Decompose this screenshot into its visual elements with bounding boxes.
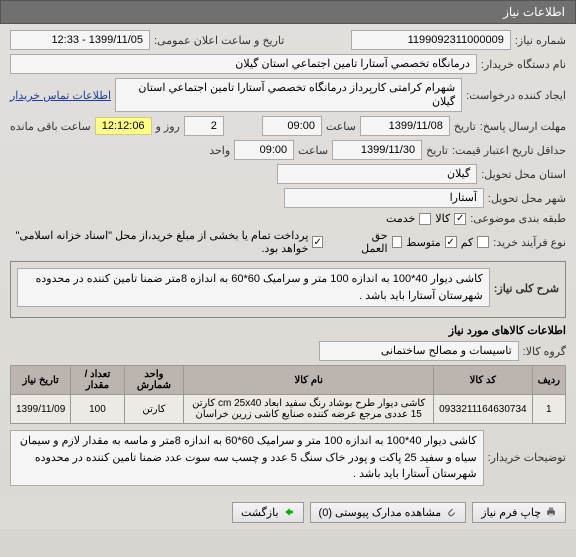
col-name: نام کالا (184, 366, 434, 395)
print-label: چاپ فرم نیاز (481, 506, 541, 519)
uncheck-icon (392, 236, 403, 248)
col-qty: تعداد / مقدار (71, 366, 124, 395)
cell-date: 1399/11/09 (11, 395, 71, 424)
print-button[interactable]: چاپ فرم نیاز (472, 502, 566, 523)
hour-lbl-2: ساعت (298, 144, 328, 157)
cell-qty: 100 (71, 395, 124, 424)
min-valid-label: حداقل تاریخ اعتبار قیمت: (452, 144, 566, 157)
hours-remain-label: ساعت باقی مانده (10, 120, 91, 133)
chk-mid[interactable]: ✓ متوسط (406, 236, 457, 249)
col-unit: واحد شمارش (124, 366, 184, 395)
creator-label: ایجاد کننده درخواست: (466, 89, 566, 102)
check-icon: ✓ (445, 236, 457, 248)
province-field: گيلان (277, 164, 477, 184)
chk-hagh-label: حق العمل (349, 229, 388, 255)
chk-low-label: کم (461, 236, 474, 249)
valid-date-field: 1399/11/30 (332, 140, 422, 160)
cell-n: 1 (532, 395, 565, 424)
cell-unit: کارتن (124, 395, 184, 424)
resp-hour-field: 09:00 (262, 116, 322, 136)
chk-service-label: خدمت (386, 212, 415, 225)
back-button[interactable]: بازگشت (232, 502, 304, 523)
table-header-row: ردیف کد کالا نام کالا واحد شمارش تعداد /… (11, 366, 566, 395)
cell-name: کاشی دیوار طرح بوشاد رنگ سفید ابعاد cm 2… (184, 395, 434, 424)
check-icon: ✓ (454, 213, 466, 225)
items-table: ردیف کد کالا نام کالا واحد شمارش تعداد /… (10, 365, 566, 424)
chk-goods[interactable]: ✓ کالا (435, 212, 466, 225)
city-label: شهر محل تحویل: (488, 192, 566, 205)
creator-field: شهرام کرامتی کارپرداز درمانگاه تخصصي آست… (115, 78, 462, 112)
need-no-label: شماره نیاز: (515, 34, 566, 47)
valid-hour-field: 09:00 (234, 140, 294, 160)
cell-code: 0933211164630734 (434, 395, 533, 424)
days-remain-field: 2 (184, 116, 224, 136)
attach-button[interactable]: مشاهده مدارک پیوستی (0) (310, 502, 467, 523)
page-header: اطلاعات نیاز (0, 0, 576, 24)
ann-date-label: تاریخ و ساعت اعلان عمومی: (154, 34, 284, 47)
col-code: کد کالا (434, 366, 533, 395)
unit-lbl: واحد (209, 144, 230, 157)
col-date: تاریخ نیاز (11, 366, 71, 395)
page-title: اطلاعات نیاز (503, 5, 565, 19)
group-field: تاسیسات و مصالح ساختمانی (319, 341, 519, 361)
attach-label: مشاهده مدارک پیوستی (0) (319, 506, 442, 519)
timer-field: 12:12:06 (95, 117, 152, 135)
chk-hagh[interactable]: حق العمل (349, 229, 403, 255)
table-row[interactable]: 1 0933211164630734 کاشی دیوار طرح بوشاد … (11, 395, 566, 424)
org-label: نام دستگاه خریدار: (481, 58, 566, 71)
need-no-field: 1199092311000009 (351, 30, 511, 50)
paperclip-icon (445, 506, 457, 518)
hour-lbl-1: ساعت (326, 120, 356, 133)
days-remain-label: روز و (156, 120, 180, 133)
proc-type-label: نوع فرآیند خرید: (493, 236, 566, 249)
group-label: گروه کالا: (523, 345, 566, 358)
resp-deadline-label: مهلت ارسال پاسخ: (480, 120, 566, 133)
chk-treasury[interactable]: ✓ پرداخت تمام یا بخشی از مبلغ خرید،از مح… (10, 229, 323, 255)
grouping-label: طبقه بندی موضوعی: (470, 212, 566, 225)
resp-date-field: 1399/11/08 (360, 116, 450, 136)
back-label: بازگشت (241, 506, 279, 519)
arrow-left-icon (283, 506, 295, 518)
city-field: آستارا (284, 188, 484, 208)
province-label: استان محل تحویل: (481, 168, 566, 181)
chk-treasury-label: پرداخت تمام یا بخشی از مبلغ خرید،از محل … (10, 229, 308, 255)
col-row: ردیف (532, 366, 565, 395)
buyer-desc-field: کاشی دیوار 40*100 به اندازه 100 متر و سر… (10, 430, 484, 486)
desc-panel: شرح کلی نیاز: کاشی دیوار 40*100 به انداز… (10, 261, 566, 318)
main-form: شماره نیاز: 1199092311000009 تاریخ و ساع… (0, 24, 576, 496)
buyer-desc-label: توضیحات خریدار: (488, 451, 566, 464)
check-icon: ✓ (312, 236, 323, 248)
contact-link[interactable]: اطلاعات تماس خریدار (10, 89, 111, 102)
chk-service[interactable]: خدمت (386, 212, 431, 225)
desc-field: کاشی دیوار 40*100 به اندازه 100 متر و سر… (17, 268, 490, 307)
date-lbl-1: تاریخ (454, 120, 476, 133)
desc-title: شرح کلی نیاز: (494, 282, 559, 295)
chk-low[interactable]: کم (461, 236, 490, 249)
chk-mid-label: متوسط (406, 236, 441, 249)
items-title: اطلاعات کالاهای مورد نیاز (10, 324, 566, 337)
uncheck-icon (419, 213, 431, 225)
footer-toolbar: چاپ فرم نیاز مشاهده مدارک پیوستی (0) باز… (0, 496, 576, 529)
chk-goods-label: کالا (435, 212, 450, 225)
printer-icon (545, 506, 557, 518)
ann-date-field: 1399/11/05 - 12:33 (10, 30, 150, 50)
org-field: درمانگاه تخصصي آستارا تامين اجتماعي استا… (10, 54, 477, 74)
date-lbl-2: تاریخ (426, 144, 448, 157)
uncheck-icon (477, 236, 489, 248)
